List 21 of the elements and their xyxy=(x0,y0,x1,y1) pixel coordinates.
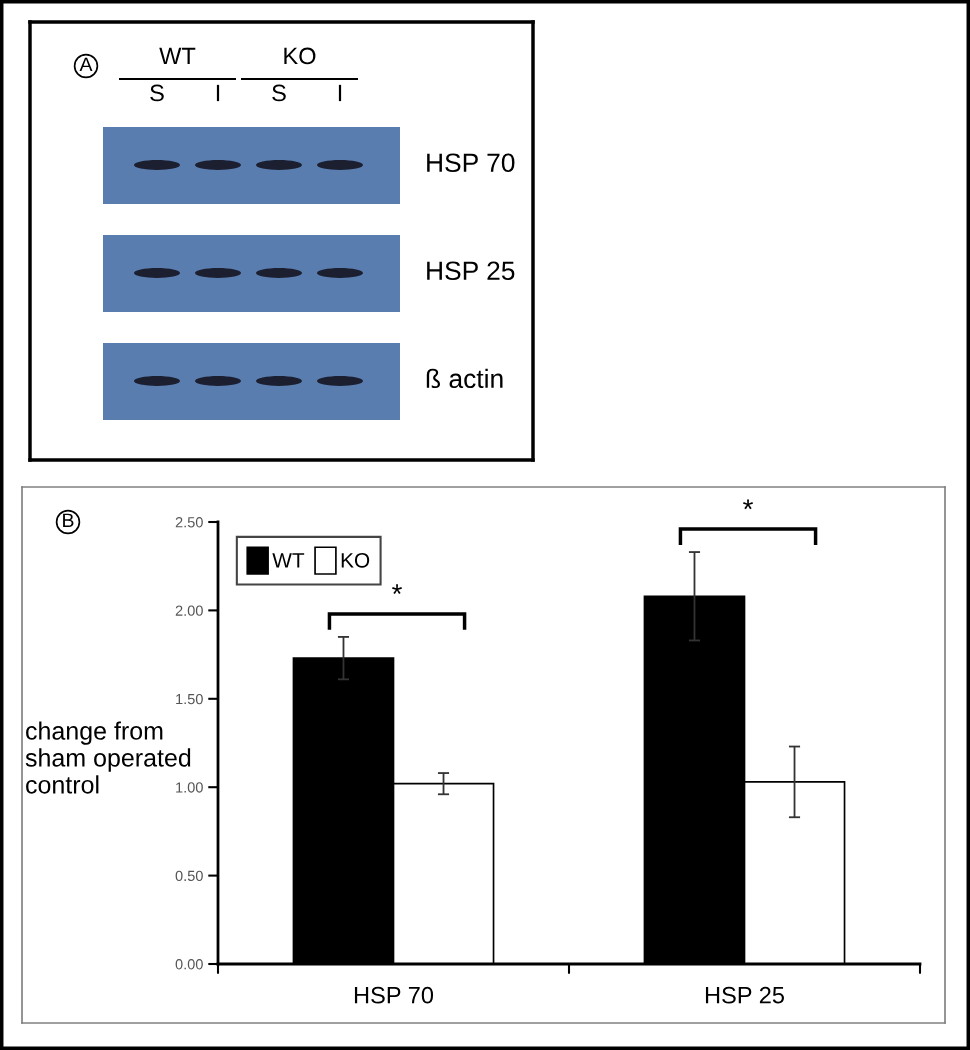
y-tick-label: 0.00 xyxy=(175,959,203,970)
category-label: ß actin xyxy=(426,368,503,389)
category-label: HSP 70 xyxy=(427,153,515,173)
y-tick-label: 1.00 xyxy=(176,782,203,793)
annotation: * xyxy=(392,584,402,595)
y-tick-label: 2.50 xyxy=(175,517,203,528)
category-label: I xyxy=(338,84,342,102)
y-tick-label: 1.50 xyxy=(176,693,203,705)
legend-label: KO xyxy=(341,552,370,568)
text: * xyxy=(743,499,753,510)
category-label: S xyxy=(272,84,286,102)
text: KO xyxy=(284,47,316,65)
chart-title: B xyxy=(63,513,74,528)
y-tick-label: 0.50 xyxy=(175,870,203,882)
y-tick-label: 2.00 xyxy=(175,605,203,616)
legend-label: WT xyxy=(272,553,305,568)
category-label: I xyxy=(216,84,220,102)
text: WT xyxy=(159,47,196,65)
category-label: S xyxy=(150,84,164,102)
text: A xyxy=(79,57,93,72)
category-label: HSP 25 xyxy=(427,261,515,281)
